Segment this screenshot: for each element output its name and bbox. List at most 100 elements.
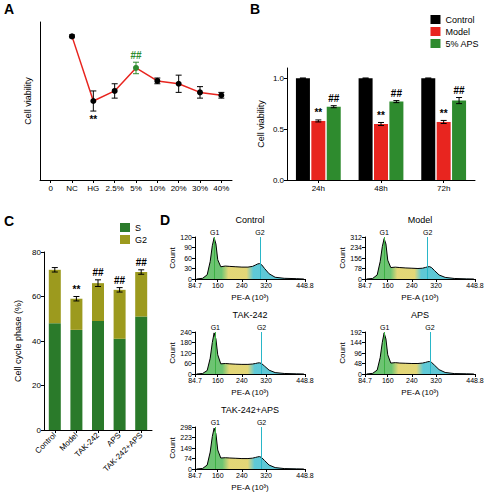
svg-text:320: 320 (430, 377, 442, 384)
svg-text:0.5: 0.5 (273, 125, 285, 134)
svg-text:448.8: 448.8 (296, 472, 314, 479)
svg-text:60: 60 (184, 360, 192, 367)
svg-text:320: 320 (430, 282, 442, 289)
svg-text:C: C (4, 213, 14, 229)
svg-text:320: 320 (260, 472, 272, 479)
svg-text:20%: 20% (171, 184, 187, 193)
svg-text:84.7: 84.7 (188, 282, 202, 289)
svg-text:##: ## (92, 267, 104, 278)
svg-text:20: 20 (32, 381, 41, 390)
svg-text:240: 240 (406, 282, 418, 289)
svg-text:Cell cycle phase (%): Cell cycle phase (%) (13, 300, 23, 382)
svg-text:40%: 40% (213, 184, 229, 193)
svg-text:74: 74 (184, 455, 192, 462)
svg-text:160: 160 (212, 472, 224, 479)
svg-text:Control: Control (445, 15, 474, 25)
svg-text:234: 234 (350, 244, 362, 251)
svg-text:D: D (160, 212, 170, 228)
svg-text:78: 78 (354, 265, 362, 272)
svg-text:84.7: 84.7 (188, 472, 202, 479)
svg-text:**: ** (73, 284, 81, 295)
svg-text:120: 120 (180, 234, 192, 241)
svg-text:160: 160 (382, 377, 394, 384)
svg-text:5%: 5% (130, 184, 142, 193)
svg-text:G2: G2 (425, 324, 434, 331)
svg-text:B: B (250, 1, 260, 17)
svg-text:G1: G1 (211, 324, 220, 331)
svg-text:240: 240 (236, 472, 248, 479)
svg-text:##: ## (391, 88, 403, 99)
svg-text:312: 312 (350, 234, 362, 241)
svg-text:90: 90 (184, 244, 192, 251)
svg-text:48h: 48h (374, 184, 387, 193)
svg-text:G1: G1 (210, 229, 219, 236)
svg-text:PE-A (10³): PE-A (10³) (231, 293, 269, 302)
svg-text:0.0: 0.0 (273, 176, 285, 185)
svg-text:180: 180 (180, 339, 192, 346)
svg-text:Cell viability: Cell viability (256, 100, 266, 148)
svg-text:G2: G2 (255, 229, 264, 236)
svg-text:PE-A (10³): PE-A (10³) (401, 293, 439, 302)
svg-text:240: 240 (236, 282, 248, 289)
svg-text:PE-A (10³): PE-A (10³) (231, 388, 269, 397)
svg-text:##: ## (454, 85, 466, 96)
svg-text:160: 160 (212, 377, 224, 384)
svg-text:Model: Model (408, 215, 433, 225)
svg-text:TAK-242+APS: TAK-242+APS (102, 431, 145, 474)
svg-text:TAK-242+APS: TAK-242+APS (221, 405, 279, 415)
svg-text:Count: Count (168, 342, 177, 364)
svg-text:Control: Control (235, 215, 264, 225)
svg-text:##: ## (130, 50, 142, 61)
svg-text:**: ** (314, 107, 322, 118)
svg-text:320: 320 (260, 282, 272, 289)
svg-text:448.8: 448.8 (296, 377, 314, 384)
svg-text:G1: G1 (379, 229, 388, 236)
svg-text:Count: Count (338, 247, 347, 269)
svg-text:PE-A (10³): PE-A (10³) (401, 388, 439, 397)
svg-text:APS: APS (411, 310, 429, 320)
svg-text:144: 144 (350, 339, 362, 346)
svg-text:84.7: 84.7 (358, 377, 372, 384)
svg-text:156: 156 (350, 255, 362, 262)
svg-text:Count: Count (338, 342, 347, 364)
svg-text:298: 298 (180, 424, 192, 431)
svg-text:30: 30 (184, 265, 192, 272)
svg-text:TAK-242: TAK-242 (73, 430, 102, 459)
svg-text:1.0: 1.0 (273, 74, 285, 83)
svg-text:##: ## (136, 257, 148, 268)
svg-text:G2: G2 (257, 419, 266, 426)
svg-text:Count: Count (168, 247, 177, 269)
svg-text:G2: G2 (257, 324, 266, 331)
svg-text:HG: HG (87, 184, 99, 193)
svg-text:S: S (135, 223, 141, 233)
svg-text:TAK-242: TAK-242 (233, 310, 268, 320)
svg-text:448.8: 448.8 (466, 282, 484, 289)
svg-text:192: 192 (350, 329, 362, 336)
svg-text:60: 60 (184, 255, 192, 262)
svg-text:30%: 30% (192, 184, 208, 193)
svg-text:240: 240 (406, 377, 418, 384)
svg-text:223: 223 (180, 434, 192, 441)
svg-text:80: 80 (32, 248, 41, 257)
svg-text:G2: G2 (423, 229, 432, 236)
svg-text:10%: 10% (149, 184, 165, 193)
svg-text:448.8: 448.8 (466, 377, 484, 384)
svg-text:##: ## (114, 275, 126, 286)
svg-text:Model: Model (445, 27, 470, 37)
svg-text:84.7: 84.7 (358, 282, 372, 289)
svg-text:448.8: 448.8 (296, 282, 314, 289)
svg-text:48: 48 (354, 360, 362, 367)
svg-text:G1: G1 (380, 324, 389, 331)
svg-text:Control: Control (33, 431, 58, 456)
svg-text:PE-A (10³): PE-A (10³) (231, 483, 269, 492)
svg-text:160: 160 (382, 282, 394, 289)
svg-text:G1: G1 (211, 419, 220, 426)
svg-text:Count: Count (168, 437, 177, 459)
svg-text:2.5%: 2.5% (106, 184, 124, 193)
svg-text:**: ** (440, 108, 448, 119)
svg-text:NC: NC (66, 184, 78, 193)
svg-text:A: A (4, 1, 14, 17)
svg-text:0: 0 (37, 426, 42, 435)
svg-text:60: 60 (32, 292, 41, 301)
svg-text:72h: 72h (437, 184, 450, 193)
